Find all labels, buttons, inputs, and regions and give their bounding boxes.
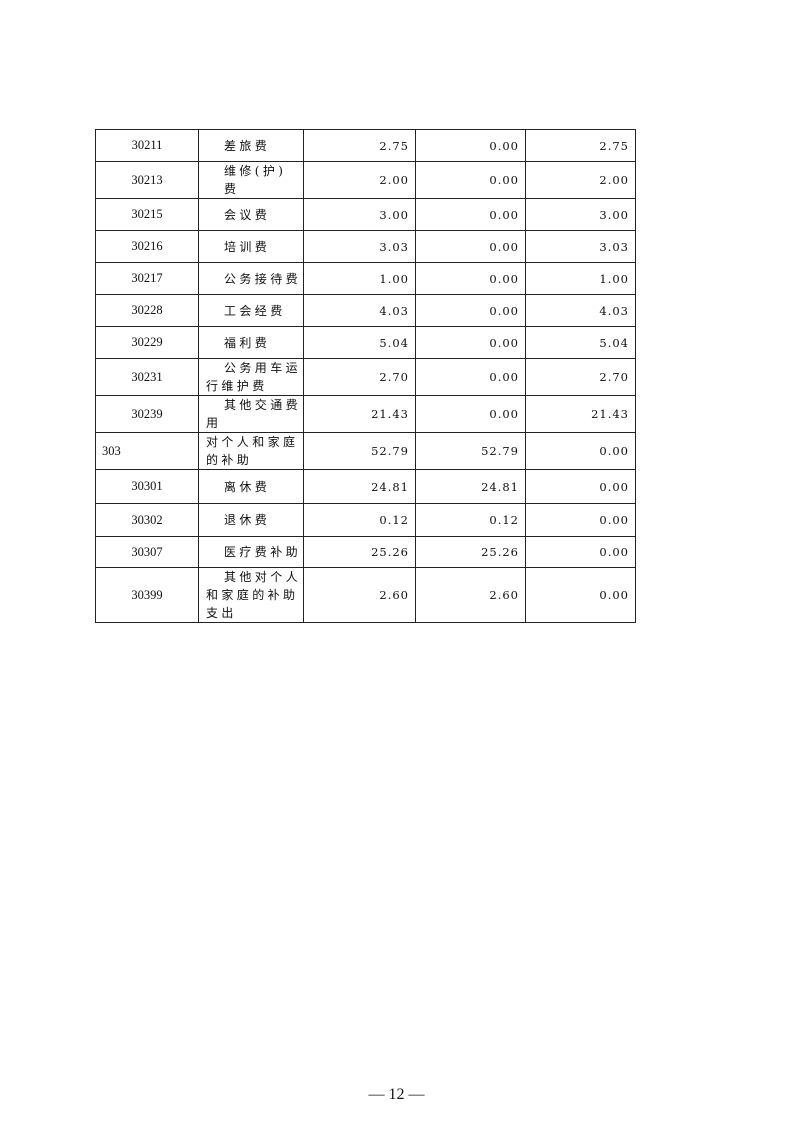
table-row: 30213 维修(护)费 2.00 0.00 2.00 (95, 161, 636, 199)
code-cell: 30231 (95, 358, 199, 396)
total-cell: 3.00 (303, 198, 416, 231)
total-cell: 2.00 (303, 161, 416, 199)
table-row: 303 对个人和家庭 的补助 52.79 52.79 0.00 (95, 432, 636, 470)
name-cell: 退休费 (198, 503, 304, 537)
code-cell: 30228 (95, 294, 199, 327)
expenditure-table: 30211 差旅费 2.75 0.00 2.75 30213 维修(护)费 2.00 0.00 2… (95, 129, 636, 623)
name-cell: 医疗费补助 (198, 536, 304, 568)
project-cell: 3.03 (525, 230, 636, 263)
project-cell: 2.00 (525, 161, 636, 199)
total-cell: 24.81 (303, 469, 416, 504)
total-cell: 2.75 (303, 129, 416, 162)
name-cell: 离休费 (198, 469, 304, 504)
total-cell: 2.60 (303, 567, 416, 623)
table-row: 30215 会议费 3.00 0.00 3.00 (95, 198, 636, 231)
name-cell: 会议费 (198, 198, 304, 231)
basic-cell: 0.00 (415, 326, 526, 359)
total-cell: 21.43 (303, 395, 416, 433)
project-cell: 5.04 (525, 326, 636, 359)
name-cell: 其他交通费 用 (198, 395, 304, 433)
total-cell: 4.03 (303, 294, 416, 327)
basic-cell: 0.00 (415, 161, 526, 199)
total-cell: 25.26 (303, 536, 416, 568)
table-row: 30216 培训费 3.03 0.00 3.03 (95, 230, 636, 263)
project-cell: 2.75 (525, 129, 636, 162)
code-cell: 30302 (95, 503, 199, 537)
basic-cell: 0.00 (415, 262, 526, 295)
table-row: 30302 退休费 0.12 0.12 0.00 (95, 503, 636, 537)
project-cell: 21.43 (525, 395, 636, 433)
total-cell: 5.04 (303, 326, 416, 359)
project-cell: 1.00 (525, 262, 636, 295)
name-cell: 公务用车运 行维护费 (198, 358, 304, 396)
basic-cell: 0.00 (415, 230, 526, 263)
table-row: 30217 公务接待费 1.00 0.00 1.00 (95, 262, 636, 295)
code-cell: 303 (95, 432, 199, 470)
project-cell: 3.00 (525, 198, 636, 231)
name-cell: 工会经费 (198, 294, 304, 327)
table-row: 30211 差旅费 2.75 0.00 2.75 (95, 129, 636, 162)
project-cell: 0.00 (525, 503, 636, 537)
code-cell: 30215 (95, 198, 199, 231)
project-cell: 0.00 (525, 536, 636, 568)
table-row: 30229 福利费 5.04 0.00 5.04 (95, 326, 636, 359)
basic-cell: 52.79 (415, 432, 526, 470)
page-number: — 12 — (368, 1086, 425, 1103)
total-cell: 1.00 (303, 262, 416, 295)
table-row: 30399 其他对个人 和家庭的补助 支出 2.60 2.60 0.00 (95, 567, 636, 623)
code-cell: 30399 (95, 567, 199, 623)
table-row: 30231 公务用车运 行维护费 2.70 0.00 2.70 (95, 358, 636, 396)
total-cell: 0.12 (303, 503, 416, 537)
code-cell: 30211 (95, 129, 199, 162)
code-cell: 30307 (95, 536, 199, 568)
basic-cell: 0.00 (415, 198, 526, 231)
code-cell: 30217 (95, 262, 199, 295)
name-cell: 维修(护)费 (198, 161, 304, 199)
name-cell: 其他对个人 和家庭的补助 支出 (198, 567, 304, 623)
total-cell: 52.79 (303, 432, 416, 470)
basic-cell: 0.12 (415, 503, 526, 537)
table-row: 30239 其他交通费 用 21.43 0.00 21.43 (95, 395, 636, 433)
code-cell: 30213 (95, 161, 199, 199)
name-cell: 培训费 (198, 230, 304, 263)
basic-cell: 0.00 (415, 294, 526, 327)
basic-cell: 24.81 (415, 469, 526, 504)
table-row: 30301 离休费 24.81 24.81 0.00 (95, 469, 636, 504)
total-cell: 2.70 (303, 358, 416, 396)
code-cell: 30229 (95, 326, 199, 359)
basic-cell: 0.00 (415, 358, 526, 396)
name-cell: 对个人和家庭 的补助 (198, 432, 304, 470)
name-cell: 福利费 (198, 326, 304, 359)
project-cell: 0.00 (525, 469, 636, 504)
basic-cell: 2.60 (415, 567, 526, 623)
code-cell: 30301 (95, 469, 199, 504)
project-cell: 2.70 (525, 358, 636, 396)
name-cell: 公务接待费 (198, 262, 304, 295)
basic-cell: 25.26 (415, 536, 526, 568)
basic-cell: 0.00 (415, 395, 526, 433)
code-cell: 30239 (95, 395, 199, 433)
code-cell: 30216 (95, 230, 199, 263)
basic-cell: 0.00 (415, 129, 526, 162)
total-cell: 3.03 (303, 230, 416, 263)
project-cell: 4.03 (525, 294, 636, 327)
table-row: 30228 工会经费 4.03 0.00 4.03 (95, 294, 636, 327)
table-row: 30307 医疗费补助 25.26 25.26 0.00 (95, 536, 636, 568)
name-cell: 差旅费 (198, 129, 304, 162)
project-cell: 0.00 (525, 567, 636, 623)
project-cell: 0.00 (525, 432, 636, 470)
